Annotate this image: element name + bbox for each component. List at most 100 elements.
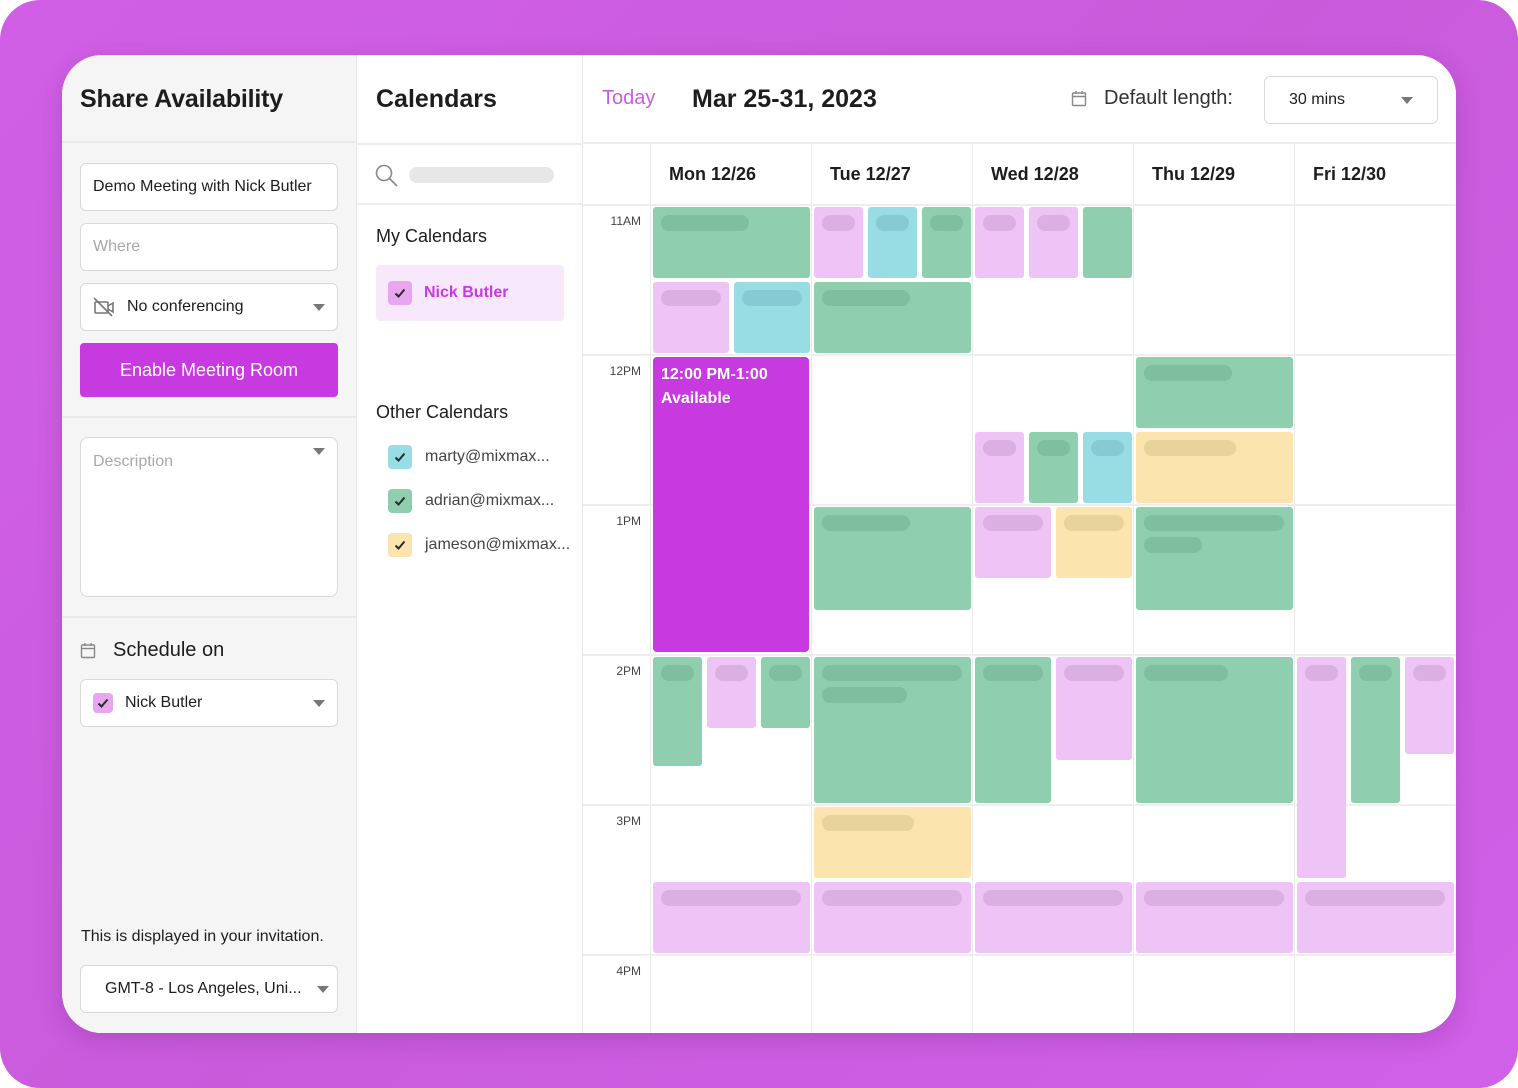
conferencing-select[interactable]: No conferencing xyxy=(80,283,338,331)
busy-event[interactable] xyxy=(975,207,1024,278)
calendar-label: marty@mixmax... xyxy=(425,448,550,465)
grid-line xyxy=(1133,143,1134,1033)
grid-line xyxy=(583,954,1456,956)
default-length-select[interactable]: 30 mins xyxy=(1264,76,1438,124)
day-header-tue: Tue 12/27 xyxy=(830,163,911,184)
panel-title: Share Availability xyxy=(80,85,283,113)
event-title-placeholder xyxy=(822,815,914,831)
busy-event[interactable] xyxy=(1136,657,1293,803)
busy-event[interactable] xyxy=(1297,657,1346,878)
calendar-item-adrian[interactable]: adrian@mixmax... xyxy=(388,489,554,513)
schedule-on-select[interactable]: Nick Butler xyxy=(80,679,338,727)
event-title-placeholder xyxy=(822,215,855,231)
chevron-down-icon xyxy=(313,700,325,707)
timezone-select[interactable]: GMT-8 - Los Angeles, Uni... xyxy=(80,965,338,1013)
calendars-panel: Calendars My Calendars Nick Butler Other… xyxy=(357,55,583,1033)
event-title-placeholder xyxy=(1359,665,1392,681)
hour-label: 12PM xyxy=(609,364,641,378)
calendar-label: adrian@mixmax... xyxy=(425,492,555,509)
event-title-placeholder xyxy=(983,665,1043,681)
chevron-down-icon xyxy=(1401,97,1413,104)
busy-event[interactable] xyxy=(814,207,863,278)
busy-event[interactable] xyxy=(1297,882,1454,953)
busy-event[interactable] xyxy=(1136,432,1293,503)
busy-event[interactable] xyxy=(814,282,971,353)
my-calendars-label: My Calendars xyxy=(376,226,488,246)
event-title-placeholder xyxy=(822,687,907,703)
busy-event[interactable] xyxy=(1351,657,1400,803)
chevron-down-icon[interactable] xyxy=(313,448,325,455)
checkbox-checked-icon[interactable] xyxy=(388,533,412,557)
today-button[interactable]: Today xyxy=(602,87,656,109)
busy-event[interactable] xyxy=(922,207,971,278)
busy-event[interactable] xyxy=(653,657,702,766)
busy-event[interactable] xyxy=(1083,207,1132,278)
calendar-item-jameson[interactable]: jameson@mixmax... xyxy=(388,533,570,557)
event-title-placeholder xyxy=(983,890,1123,906)
calendar-icon xyxy=(1071,90,1087,107)
events-layer xyxy=(651,205,1456,1033)
busy-event[interactable] xyxy=(975,507,1051,578)
busy-event[interactable] xyxy=(814,807,971,878)
divider xyxy=(62,616,357,618)
busy-event[interactable] xyxy=(814,657,971,803)
checkbox-checked-icon[interactable] xyxy=(388,281,412,305)
busy-event[interactable] xyxy=(1136,507,1293,610)
busy-event[interactable] xyxy=(868,207,917,278)
event-title-placeholder xyxy=(1144,665,1228,681)
checkbox-checked-icon[interactable] xyxy=(388,445,412,469)
day-header-fri: Fri 12/30 xyxy=(1313,163,1387,184)
event-title-placeholder xyxy=(1064,515,1124,531)
event-title-placeholder xyxy=(1144,515,1284,531)
event-title-placeholder xyxy=(1037,440,1070,456)
available-slot[interactable]: 12:00 PM-1:00 Available xyxy=(653,357,809,652)
other-calendars-label: Other Calendars xyxy=(376,402,509,422)
event-title-placeholder xyxy=(822,290,910,306)
busy-event[interactable] xyxy=(653,882,810,953)
enable-meeting-room-button[interactable]: Enable Meeting Room xyxy=(80,343,338,397)
slot-time: 12:00 PM-1:00 xyxy=(661,366,768,383)
search-icon xyxy=(374,163,400,194)
invitation-note: This is displayed in your invitation. xyxy=(81,928,324,945)
calendar-item-marty[interactable]: marty@mixmax... xyxy=(388,445,550,469)
slot-status: Available xyxy=(661,390,731,407)
event-title-placeholder xyxy=(661,290,721,306)
description-input[interactable]: Description xyxy=(80,437,338,597)
grid-line xyxy=(583,654,1456,656)
busy-event[interactable] xyxy=(653,282,729,353)
search-input[interactable] xyxy=(409,167,554,183)
busy-event[interactable] xyxy=(1136,357,1293,428)
busy-event[interactable] xyxy=(1136,882,1293,953)
chevron-down-icon xyxy=(317,986,329,993)
busy-event[interactable] xyxy=(1029,207,1078,278)
busy-event[interactable] xyxy=(653,207,810,278)
busy-event[interactable] xyxy=(1029,432,1078,503)
calendar-item-nick-butler[interactable]: Nick Butler xyxy=(376,265,564,321)
schedule-on-value: Nick Butler xyxy=(125,694,203,711)
grid-line xyxy=(583,354,1456,356)
calendar-search[interactable] xyxy=(357,143,583,205)
hour-label: 2PM xyxy=(616,664,641,678)
busy-event[interactable] xyxy=(975,882,1132,953)
busy-event[interactable] xyxy=(707,657,756,728)
conferencing-value: No conferencing xyxy=(127,298,244,315)
divider xyxy=(583,142,1456,144)
busy-event[interactable] xyxy=(975,657,1051,803)
busy-event[interactable] xyxy=(1056,657,1132,760)
busy-event[interactable] xyxy=(814,882,971,953)
busy-event[interactable] xyxy=(761,657,810,728)
busy-event[interactable] xyxy=(975,432,1024,503)
checkbox-checked-icon[interactable] xyxy=(388,489,412,513)
event-title-placeholder xyxy=(1144,890,1284,906)
where-input[interactable]: Where xyxy=(80,223,338,271)
busy-event[interactable] xyxy=(814,507,971,610)
default-length-text: Default length: xyxy=(1104,87,1233,109)
hour-label: 11AM xyxy=(610,214,641,228)
busy-event[interactable] xyxy=(734,282,810,353)
meeting-title-input[interactable]: Demo Meeting with Nick Butler xyxy=(80,163,338,211)
busy-event[interactable] xyxy=(1083,432,1132,503)
busy-event[interactable] xyxy=(1405,657,1454,754)
busy-event[interactable] xyxy=(1056,507,1132,578)
hour-label: 4PM xyxy=(616,964,641,978)
event-title-placeholder xyxy=(1144,365,1232,381)
